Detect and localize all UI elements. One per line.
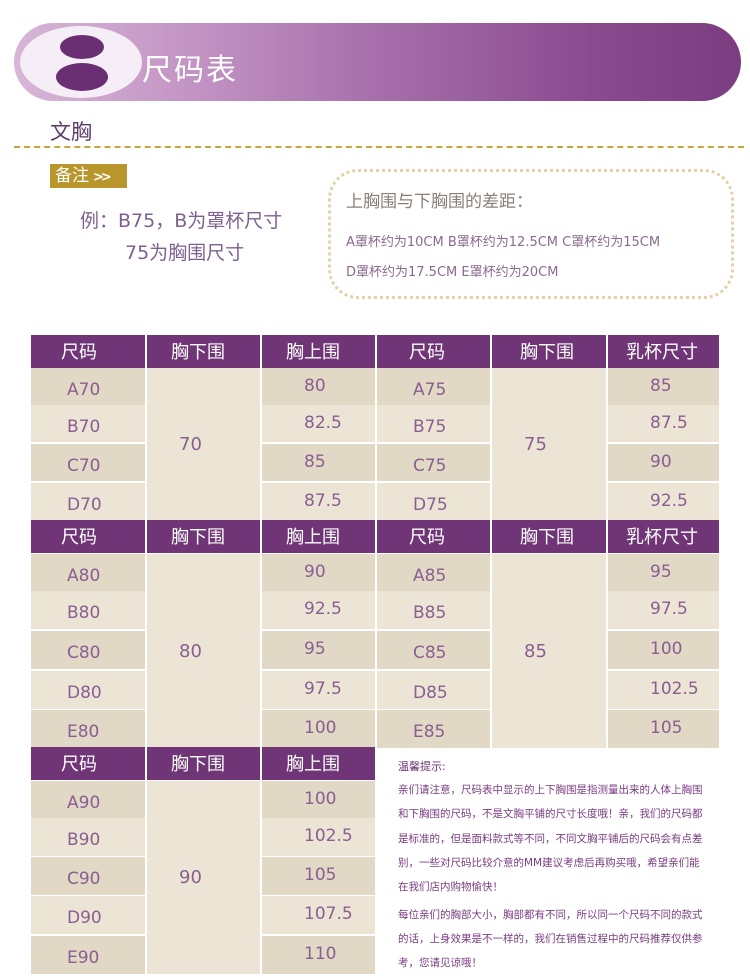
size-cell: B70 bbox=[31, 405, 145, 442]
header-under-bust-table1: 胸下围 bbox=[492, 335, 606, 368]
size-cell: A75 bbox=[377, 368, 490, 405]
header-cup-size-table1: 乳杯尺寸 bbox=[608, 335, 719, 368]
size-cell: E80 bbox=[31, 710, 145, 748]
double-chevron-icon: >> bbox=[93, 170, 112, 185]
size-cell: C70 bbox=[31, 444, 145, 481]
upper-bust-cell: 92.5 bbox=[608, 483, 719, 520]
size-cell: D80 bbox=[31, 671, 145, 709]
header-size-table1: 尺码 bbox=[377, 335, 490, 368]
upper-bust-cell: 97.5 bbox=[262, 671, 375, 709]
size-cell: D90 bbox=[31, 896, 145, 934]
cup-difference-line-2: D罩杯约为17.5CM E罩杯约为20CM bbox=[346, 265, 559, 280]
under-bust-value: 70 bbox=[147, 368, 260, 520]
under-bust-value: 90 bbox=[147, 781, 260, 974]
upper-bust-cell: 107.5 bbox=[262, 896, 375, 934]
size-cell: C85 bbox=[377, 631, 490, 669]
size-cell: A85 bbox=[377, 554, 490, 592]
header-size-table2: 尺码 bbox=[31, 520, 145, 553]
upper-bust-cell: 95 bbox=[262, 631, 375, 669]
size-cell: B85 bbox=[377, 591, 490, 629]
header-under-bust-table2: 胸下围 bbox=[492, 520, 606, 553]
upper-bust-cell: 92.5 bbox=[262, 591, 375, 629]
upper-bust-cell: 80 bbox=[262, 368, 375, 405]
size-cell: E85 bbox=[377, 710, 490, 748]
header-size-table2: 尺码 bbox=[377, 520, 490, 553]
size-cell: C75 bbox=[377, 444, 490, 481]
upper-bust-cell: 102.5 bbox=[262, 818, 375, 856]
upper-bust-cell: 82.5 bbox=[262, 405, 375, 442]
upper-bust-cell: 90 bbox=[608, 444, 719, 481]
header-size-table1: 尺码 bbox=[31, 335, 145, 368]
size-cell: C90 bbox=[31, 857, 145, 895]
page-title: 尺码表 bbox=[142, 53, 238, 88]
upper-bust-cell: 90 bbox=[262, 554, 375, 592]
size-cell: D75 bbox=[377, 483, 490, 520]
header-under-bust-table1: 胸下围 bbox=[147, 335, 260, 368]
tip-line: 是标准的，但是面料款式等不同，不同文胸平铺后的尺码会有点差 bbox=[398, 833, 703, 845]
upper-bust-cell: 105 bbox=[608, 710, 719, 748]
header-size-table3: 尺码 bbox=[31, 747, 145, 780]
header-banner: 尺码表 bbox=[14, 23, 741, 101]
size-cell: A80 bbox=[31, 554, 145, 592]
tips-title: 温馨提示: bbox=[398, 760, 446, 773]
dashed-divider bbox=[14, 146, 744, 148]
upper-bust-cell: 87.5 bbox=[262, 483, 375, 520]
size-cell: D70 bbox=[31, 483, 145, 520]
size-cell: B90 bbox=[31, 818, 145, 856]
section-title: 文胸 bbox=[50, 120, 92, 144]
under-bust-value: 80 bbox=[147, 554, 260, 748]
tip-line: 的话，上身效果是不一样的，我们在销售过程中的尺码推荐仅供参 bbox=[398, 933, 703, 945]
upper-bust-cell: 100 bbox=[262, 781, 375, 819]
upper-bust-cell: 85 bbox=[262, 444, 375, 481]
upper-bust-cell: 97.5 bbox=[608, 591, 719, 629]
note-badge: 备注 >> bbox=[50, 164, 127, 188]
size-cell: E90 bbox=[31, 936, 145, 974]
size-cell: C80 bbox=[31, 631, 145, 669]
under-bust-value: 85 bbox=[492, 554, 606, 748]
header-under-bust-table3: 胸下围 bbox=[147, 747, 260, 780]
upper-bust-cell: 110 bbox=[262, 936, 375, 974]
upper-bust-cell: 100 bbox=[262, 710, 375, 748]
cup-difference-line-1: A罩杯约为10CM B罩杯约为12.5CM C罩杯约为15CM bbox=[346, 235, 661, 250]
header-under-bust-table2: 胸下围 bbox=[147, 520, 260, 553]
size-cell: A90 bbox=[31, 781, 145, 819]
header-upper-bust-table2: 胸上围 bbox=[262, 520, 375, 553]
tip-line: 亲们请注意，尺码表中显示的上下胸围是指测量出来的人体上胸围 bbox=[398, 784, 703, 796]
size-cell: D85 bbox=[377, 671, 490, 709]
upper-bust-cell: 85 bbox=[608, 368, 719, 405]
logo-eight-icon-bottom bbox=[56, 63, 108, 91]
tip-line: 在我们店内购物愉快！ bbox=[398, 881, 503, 893]
header-upper-bust-table1: 胸上围 bbox=[262, 335, 375, 368]
size-cell: B80 bbox=[31, 591, 145, 629]
upper-bust-cell: 105 bbox=[262, 857, 375, 895]
upper-bust-cell: 100 bbox=[608, 631, 719, 669]
size-cell: B75 bbox=[377, 405, 490, 442]
tip-line: 和下胸围的尺码，不是文胸平铺的尺寸长度哦！亲，我们的尺码都 bbox=[398, 808, 703, 820]
example-line-1: 例：B75，B为罩杯尺寸 bbox=[80, 210, 283, 232]
cup-difference-title: 上胸围与下胸围的差距： bbox=[346, 192, 533, 212]
under-bust-value: 75 bbox=[492, 368, 606, 520]
example-line-2: 75为胸围尺寸 bbox=[125, 242, 245, 264]
note-badge-label: 备注 bbox=[55, 166, 89, 186]
tip-line: 每位亲们的胸部大小，胸部都有不同，所以同一个尺码不同的款式 bbox=[398, 909, 703, 921]
upper-bust-cell: 95 bbox=[608, 554, 719, 592]
upper-bust-cell: 87.5 bbox=[608, 405, 719, 442]
cup-difference-box bbox=[328, 169, 734, 299]
size-cell: A70 bbox=[31, 368, 145, 405]
upper-bust-cell: 102.5 bbox=[608, 671, 719, 709]
tip-line: 别，一些对尺码比较介意的MM建议考虑后再购买哦，希望亲们能 bbox=[398, 857, 700, 869]
tip-line: 考，您请见谅哦！ bbox=[398, 957, 482, 969]
header-upper-bust-table3: 胸上围 bbox=[262, 747, 375, 780]
logo-eight-icon-top bbox=[60, 35, 104, 59]
header-cup-size-table2: 乳杯尺寸 bbox=[608, 520, 719, 553]
